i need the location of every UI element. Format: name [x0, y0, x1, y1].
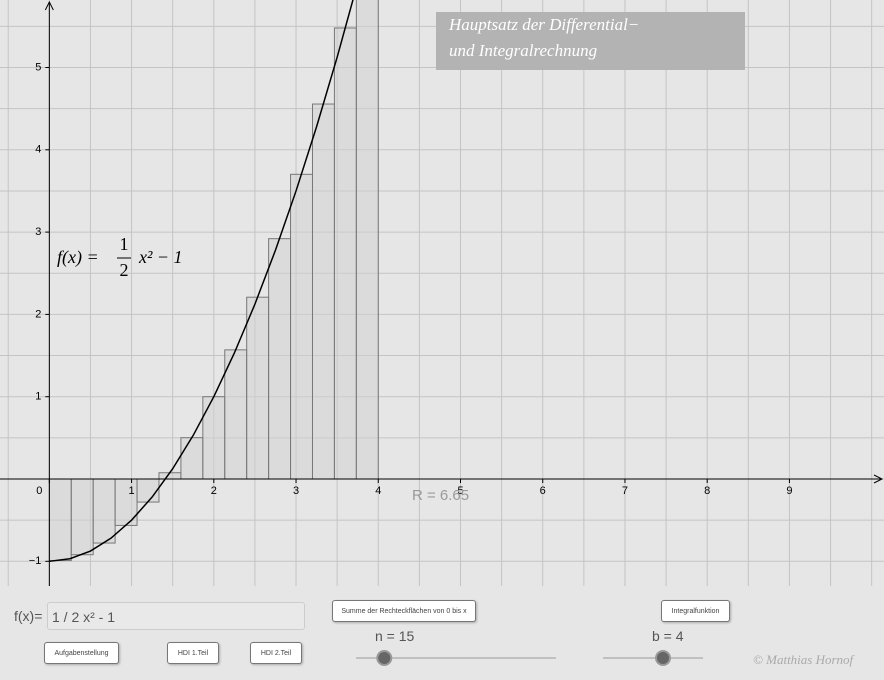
title-box — [436, 12, 745, 70]
riemann-rectangle — [311, 103, 335, 480]
y-tick-label: −1 — [29, 555, 42, 567]
riemann-rectangle — [224, 349, 248, 480]
formula-den: 2 — [120, 260, 129, 280]
slider-knob[interactable] — [376, 650, 393, 666]
x-tick-label: 8 — [704, 485, 710, 497]
riemann-rectangle — [268, 238, 292, 480]
y-axis-arrow — [44, 0, 54, 11]
input-field[interactable]: 1 / 2 x² - 1 — [47, 602, 305, 630]
y-tick-label: 2 — [35, 308, 41, 320]
slider-knob[interactable] — [655, 650, 671, 666]
riemann-rectangle — [333, 27, 357, 480]
riemann-rectangle — [92, 478, 116, 544]
x-tick-label: 5 — [457, 485, 463, 497]
y-tick-label: 3 — [35, 226, 41, 238]
riemann-rectangle — [136, 478, 160, 503]
button[interactable]: Summe der Rechteckflächen von 0 bis x — [332, 600, 476, 622]
function-curve — [49, 0, 354, 563]
riemann-rectangle — [290, 173, 313, 480]
riemann-rectangle — [202, 396, 226, 480]
formula-rhs: x² − 1 — [138, 247, 183, 267]
x-tick-label: 2 — [211, 485, 217, 497]
x-tick-label: 7 — [622, 485, 628, 497]
button[interactable]: HDI 2.Teil — [250, 642, 302, 664]
x-tick-label: 4 — [375, 485, 381, 497]
button[interactable]: Aufgabenstellung — [44, 642, 119, 664]
x-axis-arrow — [873, 474, 884, 484]
sliders — [356, 650, 703, 666]
x-tick-label: 6 — [540, 485, 546, 497]
riemann-rectangle — [48, 478, 72, 562]
riemann-rectangle — [246, 296, 270, 480]
x-tick-label: 3 — [293, 485, 299, 497]
x-tick-label: 1 — [129, 485, 135, 497]
x-tick-label: 0 — [36, 485, 42, 497]
formula-num: 1 — [120, 234, 129, 254]
graphics-view: 0 1 2 3 4 5 6 7 8 9 −1 1 2 3 4 5 Hauptsatz der Differen… — [0, 0, 884, 586]
riemann-rectangle — [355, 0, 379, 480]
y-tick-label: 4 — [35, 144, 41, 156]
sum-label: R = 6.65 — [412, 487, 469, 504]
y-tick-label: 5 — [35, 61, 41, 73]
title-line: und Integralrechnung — [449, 41, 597, 60]
riemann-rectangle — [180, 437, 204, 480]
input-label: f(x)= — [14, 608, 43, 624]
riemann-rectangle — [70, 478, 94, 556]
slider-label: n = 15 — [375, 628, 415, 644]
copyright: © Matthias Hornof — [753, 652, 854, 667]
slider-label: b = 4 — [652, 628, 684, 644]
button[interactable]: Integralfunktion — [661, 600, 730, 622]
button[interactable]: HDI 1.Teil — [167, 642, 219, 664]
y-tick-label: 1 — [35, 391, 41, 403]
x-tick-label: 9 — [786, 485, 792, 497]
title-line: Hauptsatz der Differential− — [448, 15, 639, 34]
formula-lhs: f(x) = — [57, 247, 99, 268]
